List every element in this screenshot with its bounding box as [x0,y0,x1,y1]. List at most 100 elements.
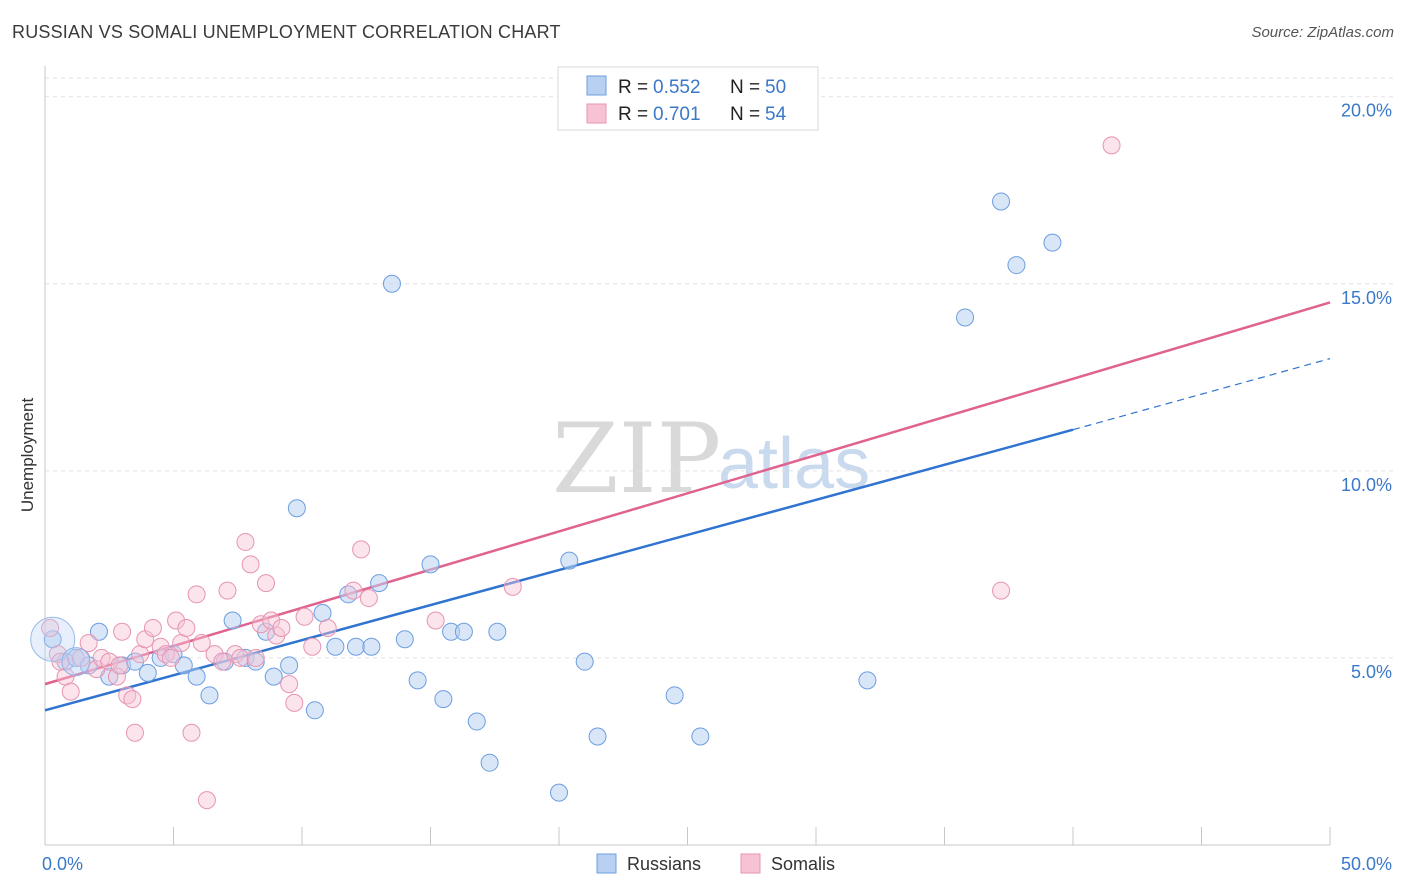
somalis-point-31 [231,648,250,667]
russians-point-12 [187,667,206,686]
y-tick-label-0: 5.0% [1351,662,1392,682]
x-tick-label-min: 0.0% [42,854,83,874]
russians-point-15 [223,611,242,630]
somalis-point-5 [79,633,98,652]
russians-point-49 [1043,233,1062,252]
russians-point-31 [408,671,427,690]
russians-point-47 [992,192,1011,211]
somalis-point-36 [257,574,276,593]
legend-r-label-somalis: R = [618,104,648,125]
russians-point-8 [138,663,157,682]
somalis-point-9 [107,667,126,686]
somalis-trend-line [44,301,1331,686]
legend-r-value-russians: 0.552 [653,77,701,98]
source-label: Source: ZipAtlas.com [1251,24,1394,41]
y-tick-labels: 5.0% 10.0% 15.0% 20.0% [1341,101,1392,682]
somalis-point-50 [992,581,1011,600]
russians-point-33 [434,690,453,709]
somalis-point-12 [123,690,142,709]
bottom-legend-swatch-russians [596,853,617,874]
y-tick-label-3: 20.0% [1341,101,1392,121]
somalis-point-19 [161,648,180,667]
russians-point-27 [362,637,381,656]
legend-swatch-somalis [586,103,607,124]
somalis-point-46 [352,540,371,559]
russians-point-46 [956,308,975,327]
russians-point-23 [313,604,332,623]
russians-point-36 [467,712,486,731]
data-points [30,136,1121,810]
bottom-legend-swatch-somalis [740,853,761,874]
russians-point-20 [280,656,299,675]
russians-point-39 [550,783,568,802]
somalis-point-21 [172,633,191,652]
somalis-point-34 [246,648,265,667]
somalis-point-27 [205,645,224,664]
russians-point-24 [326,637,345,656]
legend-n-label-russians: N = [730,77,760,98]
russians-point-48 [1007,256,1026,275]
y-axis-title: Unemployment [18,398,37,513]
somalis-point-41 [285,693,304,712]
somalis-point-20 [167,611,186,630]
somalis-point-35 [251,615,270,634]
somalis-point-24 [187,585,206,604]
somalis-point-22 [177,618,196,637]
somalis-point-15 [125,723,144,742]
y-tick-label-2: 15.0% [1341,288,1392,308]
watermark-zip: ZIP [552,403,721,515]
somalis-point-44 [318,618,337,637]
bottom-legend-label-somalis: Somalis [771,854,835,874]
somalis-point-53 [110,656,129,675]
russians-point-35 [454,622,473,641]
somalis-point-42 [295,607,314,626]
russians-point-28 [370,574,389,593]
legend-r-value-somalis: 0.701 [653,104,701,125]
russians-point-4 [89,622,108,641]
somalis-point-33 [241,555,260,574]
somalis-point-39 [272,618,291,637]
somalis-point-48 [426,611,445,630]
bottom-legend-label-russians: Russians [627,854,701,874]
russians-point-30 [395,630,414,649]
legend-n-value-somalis: 54 [765,104,787,125]
somalis-point-40 [280,675,299,694]
somalis-point-26 [197,791,216,810]
russians-point-37 [480,753,499,772]
russians-point-22 [305,701,324,720]
somalis-point-13 [131,645,150,664]
russians-point-19 [264,667,283,686]
russians-point-38 [488,622,507,641]
somalis-point-10 [113,622,132,641]
russians-point-17 [246,652,265,671]
watermark-atlas: atlas [718,424,870,504]
legend-swatch-russians [586,75,607,96]
somalis-point-16 [143,618,162,637]
axes [44,66,1331,846]
somalis-point-43 [303,637,322,656]
russians-point-41 [575,652,594,671]
somalis-point-45 [344,581,363,600]
russians-trend-line-projection [1072,358,1331,431]
somalis-point-0 [41,618,60,637]
legend-r-label-russians: R = [618,77,648,98]
russians-point-43 [665,686,684,705]
x-tick-label-max: 50.0% [1341,854,1392,874]
russians-point-13 [200,686,219,705]
somalis-point-8 [100,652,119,671]
somalis-point-25 [192,633,211,652]
somalis-point-3 [61,682,80,701]
somalis-point-47 [359,589,378,608]
somalis-point-32 [236,532,255,551]
somalis-point-51 [1102,136,1121,155]
russians-point-29 [382,274,401,293]
somalis-point-23 [182,723,201,742]
russians-point-45 [858,671,877,690]
y-tick-label-1: 10.0% [1341,475,1392,495]
russians-point-40 [560,551,579,570]
legend: R = 0.552 N = 50 R = 0.701 N = 54 [557,66,819,131]
somalis-point-29 [218,581,237,600]
somalis-point-49 [503,577,522,596]
russians-point-44 [691,727,710,746]
